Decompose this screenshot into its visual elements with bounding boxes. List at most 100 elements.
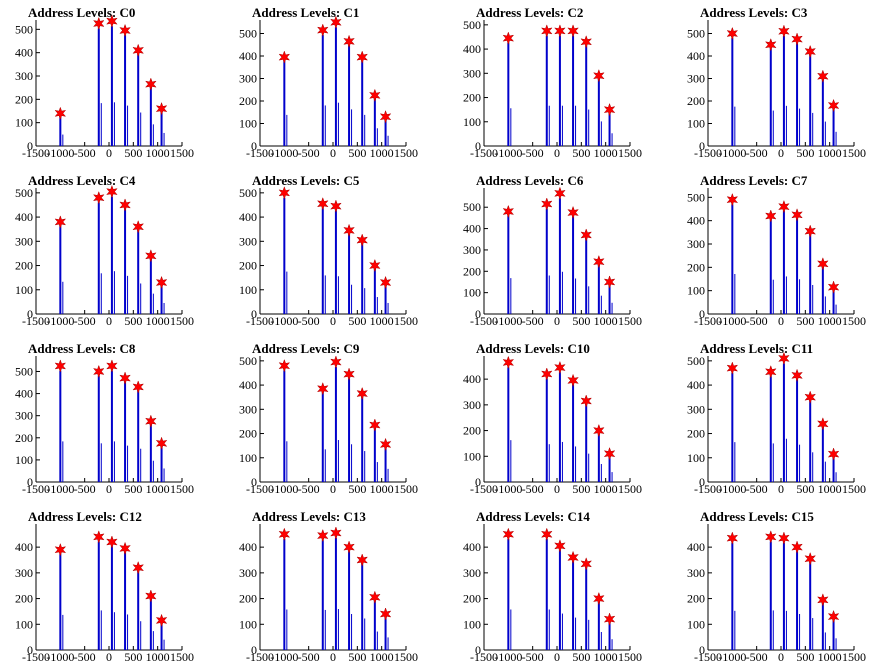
x-tick-label: 1500 [170,314,194,328]
peak-star-marker [593,591,605,606]
histogram-bar [597,78,600,146]
x-tick-label: -1500 [246,482,274,496]
histogram-bar [149,258,152,314]
x-tick-label: 500 [348,650,366,664]
histogram-bar [507,42,510,146]
histogram-bar [373,427,376,482]
x-tick-label: -500 [522,482,544,496]
x-tick-label: -1000 [494,650,522,664]
peak-star-marker [827,609,840,624]
y-tick-label: 200 [15,92,33,106]
x-tick-label: -1000 [718,314,746,328]
chart-panel: Address Levels: C12 0 100 200 300 400 -1500-10… [15,509,194,664]
x-tick-label: 1000 [370,146,394,160]
x-tick-label: 1500 [394,146,418,160]
histogram-bar [809,400,812,482]
chart-panel: Address Levels: C80100200300400500-1500-… [15,341,194,496]
y-tick-label: 400 [687,214,705,228]
y-tick-label: 500 [239,27,257,41]
y-tick-label: 400 [687,49,705,63]
x-tick-label: 1000 [370,650,394,664]
x-tick-label: 1500 [842,482,866,496]
chart-panel: Address Levels: C60100200300400500-1500-… [463,173,642,328]
y-tick-label: 100 [687,117,705,131]
histogram-bar [361,563,364,650]
y-tick-label: 100 [463,286,481,300]
y-tick-label: 300 [463,566,481,580]
x-tick-label: 500 [348,314,366,328]
y-tick-label: 500 [687,27,705,41]
histogram-bar [361,60,364,146]
y-tick-label: 100 [15,116,33,130]
x-tick-label: -500 [746,146,768,160]
chart-panel: Address Levels: C10 0 100 200 300 400 -1500-10… [463,341,642,496]
peak-star-marker [778,351,790,366]
peak-star-marker [593,68,605,83]
peak-star-marker [726,531,739,545]
x-tick-label: -1500 [470,482,498,496]
histogram-bar [769,376,772,482]
x-tick-label: -1500 [470,650,498,664]
peak-star-marker [316,23,329,37]
histogram-bar [821,265,824,314]
chart-panel: Address Levels: C70100200300400500-1500-… [687,173,866,328]
histogram-bar [558,35,561,146]
y-tick-label: 400 [463,372,481,386]
chart-panel: Address Levels: C40100200300400500-1500-… [15,173,194,328]
histogram-bar [796,218,799,314]
peak-star-marker [540,24,553,38]
y-tick-label: 300 [239,234,257,248]
x-tick-label: 500 [796,146,814,160]
peak-star-marker [330,15,342,30]
x-tick-label: -1000 [718,146,746,160]
peak-star-marker [540,367,553,381]
x-tick-label: 500 [572,650,590,664]
histogram-bar [137,54,140,146]
x-tick-label: 0 [106,650,112,664]
y-tick-label: 0 [475,139,481,153]
histogram-bar [558,550,561,650]
peak-star-marker [155,436,168,451]
peak-star-marker [817,593,829,607]
histogram-bar [545,35,548,146]
histogram-bar [507,215,510,314]
peak-star-marker [278,186,291,200]
y-tick-label: 400 [239,378,257,392]
peak-star-marker [817,257,829,271]
peak-star-marker [330,526,342,540]
x-tick-label: -1500 [470,146,498,160]
panel-title: Address Levels: C14 [476,509,590,524]
peak-star-marker [106,184,118,199]
peak-star-marker [603,612,616,626]
histogram-bar [731,372,734,482]
x-tick-label: 500 [124,314,142,328]
y-tick-label: 200 [463,424,481,438]
histogram-bar [597,432,600,482]
peak-star-marker [330,199,342,213]
x-tick-label: 500 [796,650,814,664]
peak-star-marker [778,531,790,545]
x-tick-label: 0 [778,482,784,496]
histogram-bar [796,379,799,482]
histogram-bar [832,455,835,482]
histogram-bar [809,562,812,650]
y-tick-label: 0 [699,475,705,489]
x-tick-label: -1000 [494,482,522,496]
peak-star-marker [54,106,67,121]
histogram-bar [545,208,548,314]
peak-star-marker [603,275,616,289]
histogram-bar [361,243,364,314]
histogram-bar [137,230,140,314]
y-tick-label: 500 [15,186,33,200]
histogram-bar [384,117,387,146]
histogram-bar [137,571,140,650]
peak-star-marker [278,50,291,64]
y-tick-label: 0 [27,475,33,489]
x-tick-label: -500 [74,314,96,328]
x-tick-label: 1500 [394,314,418,328]
peak-star-marker [155,275,168,290]
y-tick-label: 400 [15,46,33,60]
y-tick-label: 200 [239,94,257,108]
x-tick-label: 0 [330,314,336,328]
